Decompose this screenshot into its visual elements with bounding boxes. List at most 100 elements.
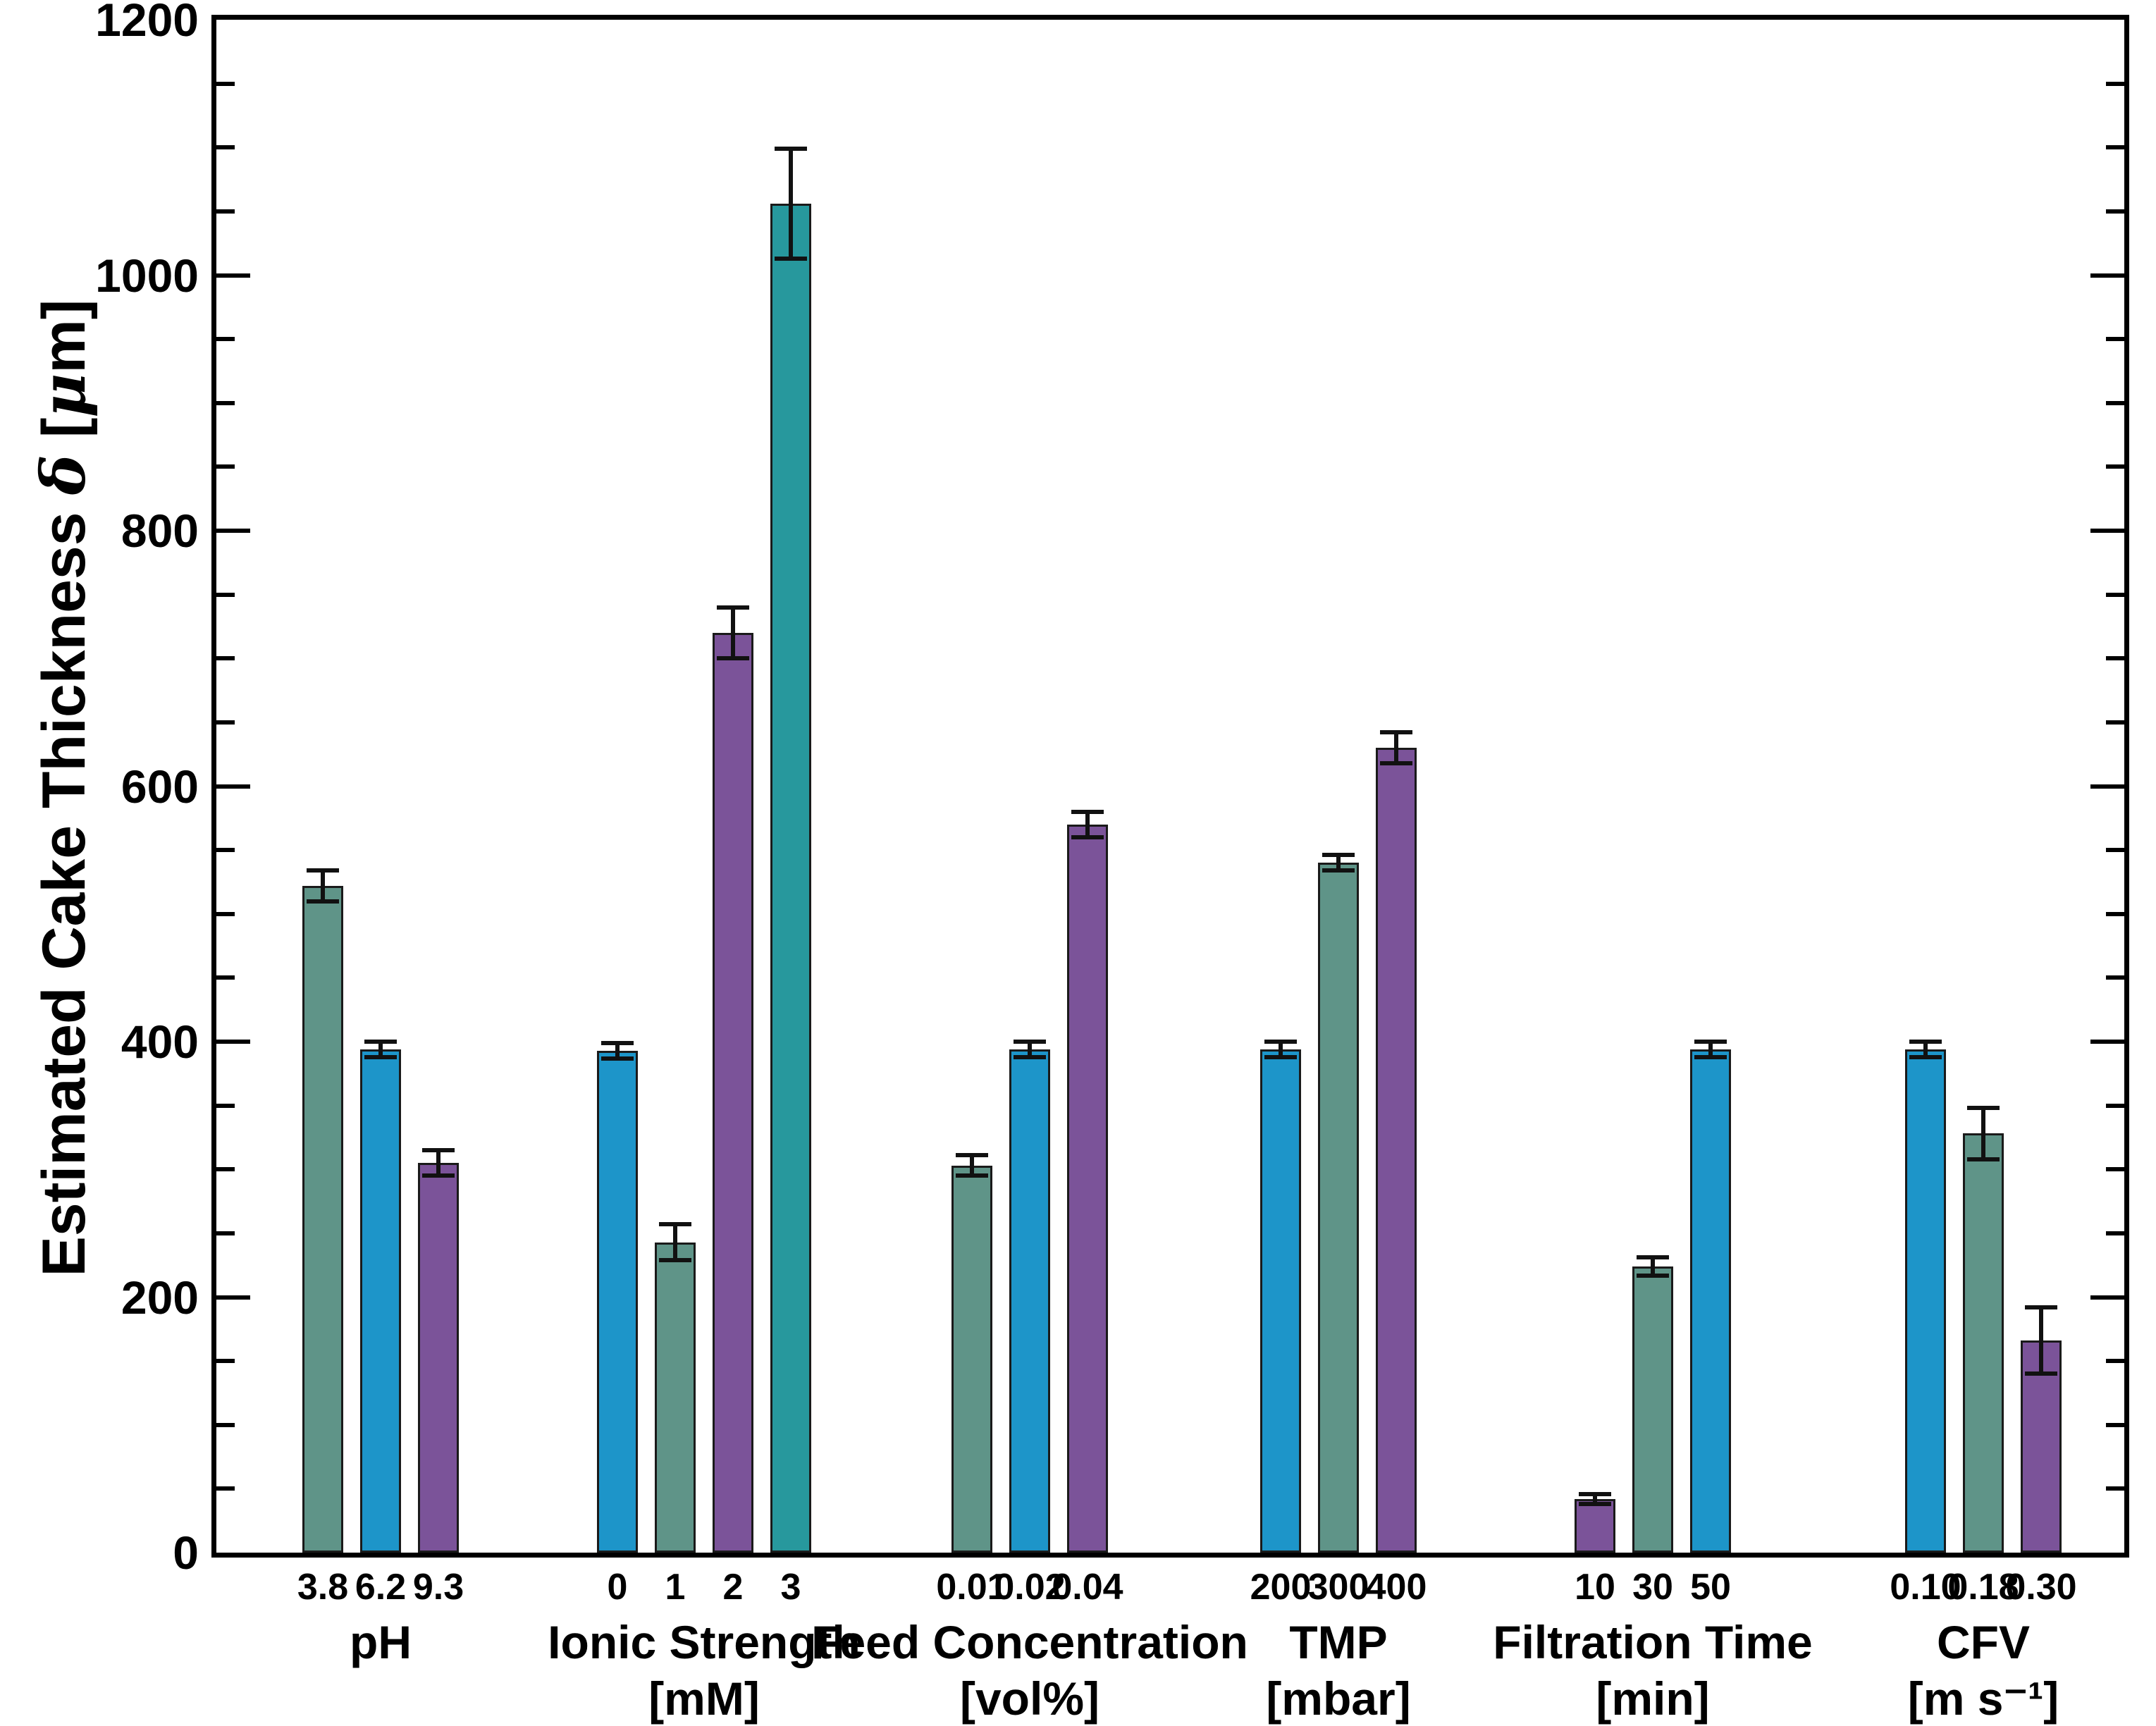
error-bar-cap-bottom (1909, 1055, 1942, 1059)
error-bar-cap-top (307, 868, 339, 873)
error-bar (2039, 1307, 2043, 1374)
error-bar (436, 1150, 441, 1176)
group-unit: [mM] (648, 1672, 760, 1725)
bar-category-label: 0.04 (1052, 1567, 1123, 1608)
y-minor-tick-left (216, 593, 235, 597)
y-minor-tick-left (216, 1167, 235, 1171)
plot-area (211, 15, 2129, 1558)
error-bar-cap-top (1694, 1040, 1727, 1044)
error-bar-cap-top (1637, 1255, 1669, 1259)
y-major-tick-right (2090, 273, 2124, 278)
error-bar (789, 149, 793, 259)
bar (302, 886, 343, 1553)
y-minor-tick-right (2106, 82, 2124, 86)
error-bar-cap-top (601, 1041, 634, 1045)
error-bar-cap-bottom (659, 1258, 691, 1262)
y-major-tick-left (216, 273, 250, 278)
group-unit: [mbar] (1266, 1672, 1411, 1725)
y-minor-tick-right (2106, 1486, 2124, 1491)
bar-category-label: 1 (665, 1567, 686, 1608)
y-tick-label: 0 (173, 1527, 199, 1579)
error-bar-cap-bottom (601, 1056, 634, 1061)
group-unit: [min] (1596, 1672, 1710, 1725)
y-major-tick-left (216, 529, 250, 533)
bar (951, 1166, 992, 1553)
y-minor-tick-left (216, 1231, 235, 1235)
error-bar-cap-top (1909, 1040, 1942, 1044)
mu-symbol: μ (28, 373, 99, 418)
error-bar-cap-top (422, 1148, 455, 1152)
group-name: TMP (1289, 1616, 1388, 1668)
y-minor-tick-right (2106, 145, 2124, 149)
y-minor-tick-left (216, 1423, 235, 1427)
error-bar-cap-bottom (717, 656, 749, 660)
y-major-tick-left (216, 784, 250, 789)
y-minor-tick-left (216, 912, 235, 916)
error-bar-cap-top (1380, 730, 1412, 734)
error-bar (378, 1042, 383, 1057)
y-tick-label: 1200 (95, 0, 199, 46)
y-axis-title-unit: m] (30, 299, 98, 374)
y-minor-tick-left (216, 975, 235, 980)
group-name: pH (350, 1616, 412, 1668)
group-name: CFV (1937, 1616, 2030, 1668)
error-bar (970, 1155, 974, 1176)
error-bar (1028, 1042, 1032, 1057)
bar-category-label: 0.30 (2005, 1567, 2077, 1608)
y-minor-tick-right (2106, 401, 2124, 405)
bar-category-label: 30 (1632, 1567, 1673, 1608)
error-bar-cap-bottom (1637, 1274, 1669, 1278)
y-major-tick-right (2090, 1295, 2124, 1300)
bar-category-label: 200 (1250, 1567, 1312, 1608)
y-minor-tick-left (216, 337, 235, 341)
bar (1905, 1049, 1946, 1553)
bar-category-label: 50 (1690, 1567, 1731, 1608)
y-minor-tick-right (2106, 975, 2124, 980)
error-bar (1593, 1494, 1597, 1505)
y-minor-tick-left (216, 848, 235, 852)
error-bar-cap-bottom (1322, 868, 1355, 873)
bar (1318, 863, 1359, 1553)
bar-category-label: 3.8 (297, 1567, 349, 1608)
y-minor-tick-right (2106, 1167, 2124, 1171)
y-minor-tick-right (2106, 209, 2124, 214)
error-bar-cap-bottom (956, 1173, 988, 1178)
bar (597, 1051, 638, 1553)
error-bar (673, 1224, 677, 1260)
group-name: Ionic Strength (548, 1616, 861, 1668)
error-bar (1708, 1042, 1713, 1057)
y-minor-tick-right (2106, 848, 2124, 852)
error-bar-cap-top (364, 1040, 397, 1044)
error-bar-cap-bottom (1380, 761, 1412, 765)
y-axis-title-text: Estimated Cake Thickness (30, 495, 98, 1277)
error-bar-cap-bottom (422, 1173, 455, 1178)
error-bar (1085, 812, 1090, 837)
error-bar-cap-bottom (364, 1055, 397, 1059)
error-bar (1981, 1108, 1985, 1159)
bar-category-label: 9.3 (412, 1567, 464, 1608)
error-bar (731, 608, 735, 659)
group-name: Filtration Time (1493, 1616, 1813, 1668)
bar-category-label: 0.01 (936, 1567, 1008, 1608)
y-minor-tick-left (216, 464, 235, 469)
y-major-tick-right (2090, 529, 2124, 533)
error-bar (1279, 1042, 1283, 1057)
y-minor-tick-left (216, 1486, 235, 1491)
y-minor-tick-left (216, 145, 235, 149)
y-major-tick-right (2090, 784, 2124, 789)
y-minor-tick-right (2106, 656, 2124, 660)
error-bar (1923, 1042, 1928, 1057)
bar-category-label: 400 (1365, 1567, 1427, 1608)
y-minor-tick-right (2106, 1423, 2124, 1427)
bar-category-label: 0 (607, 1567, 628, 1608)
bar (1260, 1049, 1301, 1553)
y-minor-tick-right (2106, 464, 2124, 469)
error-bar-cap-top (659, 1222, 691, 1226)
bar (1690, 1049, 1731, 1553)
error-bar-cap-top (1579, 1492, 1611, 1496)
y-major-tick-left (216, 1295, 250, 1300)
bar (770, 204, 811, 1553)
error-bar-cap-bottom (1014, 1055, 1046, 1059)
group-unit: [m s⁻¹] (1907, 1672, 2059, 1725)
